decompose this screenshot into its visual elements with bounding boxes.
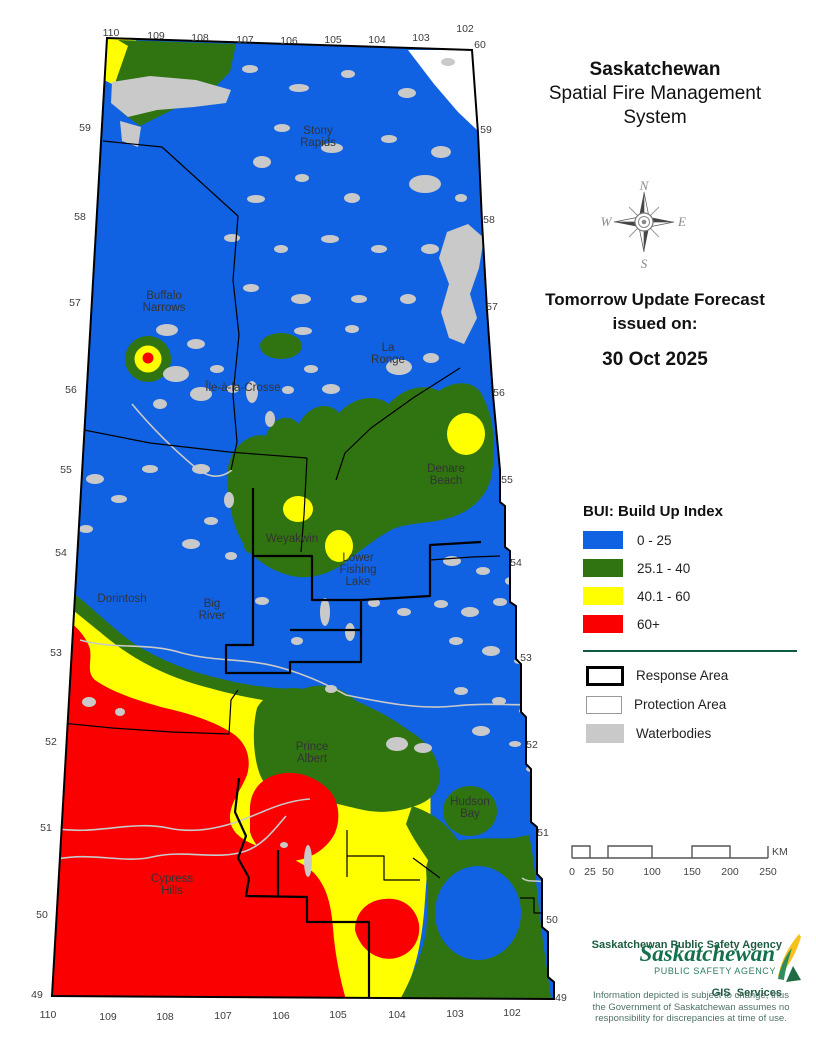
- disclaimer: Information depicted is subject to chang…: [583, 990, 799, 1025]
- response-area-boundaries: [52, 140, 547, 999]
- protection-area-label: Protection Area: [634, 697, 727, 712]
- scale-bar: [571, 845, 769, 859]
- forecast-line1: Tomorrow Update Forecast: [545, 290, 765, 309]
- zone-bui-extreme-buffalo-dot: [142, 352, 154, 364]
- forecast-date: 30 Oct 2025: [602, 349, 708, 370]
- rivers-layer: [52, 403, 549, 885]
- legend-label-low: 0 - 25: [637, 532, 672, 548]
- legend-row-waterbodies: Waterbodies: [586, 723, 728, 744]
- zone-bui-moderate-ile: [260, 333, 302, 359]
- title-line1: Saskatchewan: [589, 59, 721, 80]
- title-line3: System: [623, 107, 687, 128]
- legend-row-bui-moderate: 25.1 - 40: [583, 559, 690, 577]
- compass-s: S: [641, 256, 648, 271]
- forecast-block: Tomorrow Update Forecast issued on: 30 O…: [505, 288, 805, 372]
- legend-row-protection-area: Protection Area: [586, 694, 728, 715]
- zone-bui-high-weyakwin: [283, 496, 313, 522]
- spsa-logo-leaf-icon: [778, 934, 801, 982]
- legend-swatch-yellow: [583, 587, 623, 605]
- legend-label-extreme: 60+: [637, 616, 660, 632]
- spsa-logo-wordmark: Saskatchewan: [639, 941, 775, 966]
- waterbodies-label: Waterbodies: [636, 726, 712, 741]
- zone-bui-low-se-lowland: [435, 866, 521, 960]
- zone-bui-high-denare: [447, 413, 485, 455]
- response-area-label: Response Area: [636, 668, 729, 683]
- legend-swatch-blue: [583, 531, 623, 549]
- legend-label-moderate: 25.1 - 40: [637, 560, 691, 576]
- forecast-line2: issued on:: [612, 314, 698, 333]
- compass-n: N: [639, 178, 650, 193]
- legend-row-response-area: Response Area: [586, 665, 728, 686]
- zone-bui-moderate-hudson-bay: [443, 786, 497, 836]
- legend-label-high: 40.1 - 60: [637, 588, 691, 604]
- disclaimer-line2: the Government of Saskatchewan assumes n…: [592, 1001, 790, 1013]
- protection-area-swatch: [586, 695, 622, 714]
- zone-bui-extreme-pa: [249, 772, 339, 861]
- legend-bui-classes: 0 - 25 25.1 - 40 40.1 - 60 60+: [583, 531, 690, 643]
- waterbodies-swatch: [586, 724, 624, 743]
- saskatchewan-map: [50, 36, 555, 1001]
- response-area-swatch: [586, 665, 624, 686]
- zone-bui-moderate-west-edge: [52, 540, 60, 564]
- legend-divider: [583, 650, 797, 652]
- legend-swatch-red: [583, 615, 623, 633]
- zone-unclassified-ne: [408, 50, 477, 130]
- spsa-logo-subtitle: PUBLIC SAFETY AGENCY: [654, 966, 776, 976]
- map-title: Saskatchewan Spatial Fire Management Sys…: [505, 58, 805, 130]
- legend-row-bui-extreme: 60+: [583, 615, 690, 633]
- scalebar-unit: KM: [772, 846, 788, 858]
- waterbodies-layer: [79, 58, 536, 877]
- agency-line2: GIS Services: [711, 987, 782, 999]
- legend-row-bui-high: 40.1 - 60: [583, 587, 690, 605]
- province-border: [50, 36, 555, 1001]
- zone-bui-extreme-southwest: [52, 612, 346, 999]
- legend-areas: Response Area Protection Area Waterbodie…: [586, 665, 728, 752]
- legend-swatch-green: [583, 559, 623, 577]
- legend-row-bui-low: 0 - 25: [583, 531, 690, 549]
- zone-bui-extreme-se: [355, 898, 420, 959]
- title-line2: Spatial Fire Management: [548, 83, 762, 104]
- zone-bui-high-lower-fishing: [325, 530, 353, 562]
- compass-rose-icon: N E S W: [601, 178, 686, 271]
- bui-zones-layer: [52, 38, 554, 999]
- zone-bui-moderate-band: [52, 583, 295, 703]
- compass-e: E: [677, 214, 686, 229]
- compass-w: W: [601, 214, 613, 229]
- zone-bui-moderate-central: [227, 383, 495, 578]
- agency-credit: Saskatchewan Public Safety Agency GIS Se…: [500, 905, 782, 1033]
- disclaimer-line3: responsibility for discrepancies at time…: [595, 1013, 787, 1024]
- disclaimer-line1: Information depicted is subject to chang…: [593, 990, 789, 1001]
- agency-line1: Saskatchewan Public Safety Agency: [591, 939, 782, 951]
- legend-title: BUI: Build Up Index: [583, 503, 723, 520]
